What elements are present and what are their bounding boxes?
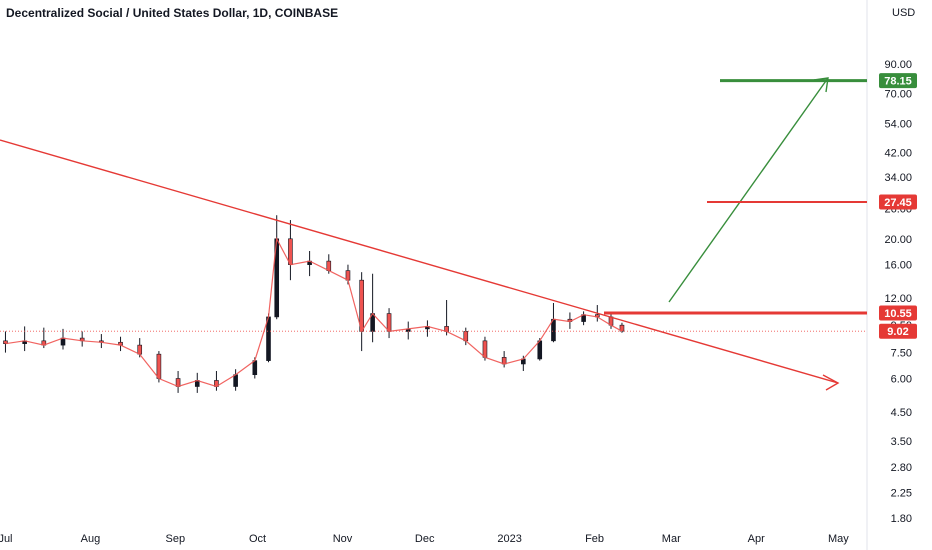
price-tick-label: 6.00 [891, 374, 912, 386]
chart-title: Decentralized Social / United States Dol… [6, 6, 338, 20]
candle-body [156, 353, 162, 379]
price-tick-label: 90.00 [884, 59, 912, 71]
price-tick-label: 12.00 [884, 293, 912, 305]
downtrend-arrowhead [822, 374, 840, 391]
descending-trendline [0, 139, 839, 384]
candle-body [345, 270, 351, 281]
candle-body [3, 340, 8, 344]
close-price-line [5, 236, 623, 388]
price-tick-label: 2.80 [891, 462, 912, 474]
price-tick-label: 20.00 [884, 234, 912, 246]
currency-label: USD [892, 7, 915, 19]
price-tag-label: 78.15 [884, 76, 912, 88]
time-tick-label: Nov [333, 533, 353, 545]
candle-body [386, 313, 392, 332]
price-tick-label: 4.50 [891, 407, 912, 419]
price-tick-label: 3.50 [891, 436, 912, 448]
price-tag [879, 305, 917, 321]
drawings-layer [0, 77, 867, 391]
candles-layer [3, 215, 625, 393]
candle-body [137, 344, 143, 355]
price-tags: 78.15 27.45 10.55 9.02 [879, 73, 917, 339]
time-tick-label: Apr [748, 533, 765, 545]
time-tick-label: 2023 [497, 533, 521, 545]
price-tag [879, 323, 917, 339]
candle-body [463, 331, 469, 342]
price-tick-label: 42.00 [884, 148, 912, 160]
price-tick-label: 34.00 [884, 172, 912, 184]
breakout-projection-line [668, 77, 829, 303]
time-tick-label: Oct [249, 533, 266, 545]
price-tick-label: 16.00 [884, 260, 912, 272]
price-tick-label: 7.50 [891, 348, 912, 360]
candle-body [252, 360, 258, 375]
time-tick-label: Feb [585, 533, 604, 545]
price-tag-label: 9.02 [887, 326, 908, 338]
price-tick-label: 2.25 [891, 487, 912, 499]
time-tick-label: Jul [0, 533, 12, 545]
price-tag [879, 194, 917, 210]
price-tick-label: 54.00 [884, 119, 912, 131]
time-tick-label: Mar [662, 533, 681, 545]
price-tag-label: 27.45 [884, 197, 912, 209]
time-tick-label: Sep [166, 533, 186, 545]
price-tick-label: 70.00 [884, 88, 912, 100]
candle-body [482, 340, 488, 358]
candle-body [537, 340, 543, 360]
candle-body [233, 374, 238, 387]
price-tag-label: 10.55 [884, 308, 912, 320]
price-tick-label: 1.80 [891, 513, 912, 525]
time-tick-label: May [828, 533, 849, 545]
time-axis: Jul Aug Sep Oct Nov Dec 2023 Feb Mar Apr May [0, 533, 849, 545]
time-tick-label: Dec [415, 533, 435, 545]
time-tick-label: Aug [81, 533, 101, 545]
candle-body [288, 238, 293, 265]
candle-body [266, 316, 271, 361]
candle-body [326, 260, 332, 271]
price-tag [879, 73, 917, 89]
